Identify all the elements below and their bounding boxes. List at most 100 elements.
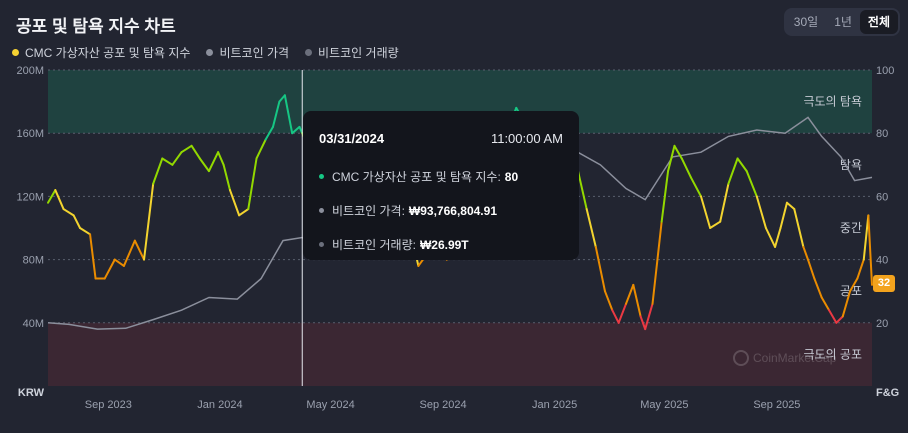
legend-label: CMC 가상자산 공포 및 탐욕 지수 bbox=[25, 46, 191, 60]
legend-item-fear-greed[interactable]: CMC 가상자산 공포 및 탐욕 지수 bbox=[12, 44, 190, 61]
tooltip-value: 80 bbox=[504, 169, 519, 184]
fear-greed-segment bbox=[217, 151, 225, 166]
fear-greed-segment bbox=[47, 189, 57, 204]
fear-greed-segment bbox=[841, 290, 852, 318]
fear-greed-segment bbox=[89, 233, 97, 280]
fear-greed-segment bbox=[222, 163, 231, 192]
x-tick-label: Sep 2023 bbox=[85, 399, 132, 411]
left-tick-label: 160M bbox=[16, 128, 44, 140]
fear-greed-segment bbox=[727, 157, 739, 185]
tooltip-dot bbox=[319, 208, 324, 213]
fear-greed-segment bbox=[190, 144, 201, 160]
right-axis-label: F&G bbox=[876, 387, 899, 399]
fear-greed-segment bbox=[806, 258, 816, 280]
fear-greed-segment bbox=[585, 208, 597, 248]
fear-greed-segment bbox=[103, 258, 116, 280]
legend-dot bbox=[206, 49, 214, 56]
chart-legend: CMC 가상자산 공포 및 탐욕 지수 비트코인 가격 비트코인 거래량 bbox=[12, 44, 399, 61]
fear-greed-segment bbox=[764, 227, 777, 248]
fear-greed-segment bbox=[828, 309, 838, 324]
fear-greed-segment bbox=[207, 151, 220, 173]
time-range-selector: 30일 1년 전체 bbox=[783, 8, 900, 36]
fear-greed-segment bbox=[198, 157, 210, 173]
fear-greed-segment bbox=[54, 189, 65, 211]
fear-greed-segment bbox=[264, 125, 274, 141]
fear-greed-segment bbox=[291, 125, 301, 135]
fear-greed-segment bbox=[62, 208, 75, 217]
fear-greed-segment bbox=[171, 151, 183, 166]
fear-greed-segment bbox=[271, 100, 281, 128]
zone-label: 중간 bbox=[840, 221, 862, 235]
fear-greed-segment bbox=[709, 220, 722, 229]
tooltip-dot bbox=[319, 242, 324, 247]
fear-greed-segment bbox=[161, 157, 174, 166]
fear-greed-segment bbox=[247, 157, 258, 211]
tooltip-row-btc-price: 비트코인 가격: ₩93,766,804.91 bbox=[319, 202, 563, 219]
chart-tooltip: 03/31/2024 11:00:00 AM CMC 가상자산 공포 및 탐욕 … bbox=[303, 111, 579, 260]
legend-item-btc-price[interactable]: 비트코인 가격 bbox=[206, 44, 289, 61]
legend-label: 비트코인 가격 bbox=[219, 46, 290, 60]
x-tick-label: May 2024 bbox=[306, 399, 354, 411]
coinmarketcap-watermark: CoinMarketCap bbox=[733, 350, 836, 366]
range-1y-button[interactable]: 1년 bbox=[834, 15, 852, 29]
fear-greed-segment bbox=[835, 315, 844, 324]
fear-greed-segment bbox=[632, 283, 642, 318]
tooltip-rows: CMC 가상자산 공포 및 탐욕 지수: 80 비트코인 가격: ₩93,766… bbox=[319, 168, 563, 253]
fear-greed-segment bbox=[849, 277, 859, 293]
x-tick-label: Sep 2025 bbox=[753, 399, 800, 411]
fear-greed-segment bbox=[785, 201, 796, 211]
fear-greed-segment bbox=[719, 182, 730, 223]
range-all-button[interactable]: 전체 bbox=[859, 10, 898, 34]
x-tick-label: Jan 2024 bbox=[197, 399, 242, 411]
right-tick-label: 80 bbox=[876, 128, 888, 140]
fear-greed-segment bbox=[673, 144, 683, 160]
legend-label: 비트코인 거래량 bbox=[318, 46, 399, 60]
fear-greed-segment bbox=[79, 227, 92, 236]
right-tick-label: 100 bbox=[876, 65, 894, 77]
left-tick-label: 80M bbox=[23, 255, 44, 267]
tooltip-header: 03/31/2024 11:00:00 AM bbox=[319, 131, 563, 146]
fear-greed-segment bbox=[113, 258, 125, 267]
fear-greed-segment bbox=[603, 290, 614, 312]
tooltip-value: ₩26.99T bbox=[419, 237, 469, 252]
chart-title: 공포 및 탐욕 지수 차트 bbox=[16, 17, 176, 36]
left-tick-label: 200M bbox=[16, 65, 44, 77]
coinmarketcap-logo-icon bbox=[733, 350, 749, 366]
fear-greed-segment bbox=[755, 195, 767, 229]
current-value-badge: 32 bbox=[873, 275, 895, 292]
left-tick-label: 40M bbox=[23, 318, 44, 330]
fear-greed-segment bbox=[867, 214, 873, 286]
fear-greed-segment bbox=[745, 170, 758, 198]
watermark-text: CoinMarketCap bbox=[753, 351, 837, 365]
zone-label: 극도의 탐욕 bbox=[803, 95, 862, 109]
fear-greed-segment bbox=[736, 157, 748, 173]
fear-greed-segment bbox=[180, 144, 193, 154]
x-tick-label: Sep 2024 bbox=[420, 399, 467, 411]
fear-greed-segment bbox=[594, 245, 606, 293]
legend-dot bbox=[305, 49, 313, 56]
zone-label: 극도의 공포 bbox=[803, 347, 862, 361]
tooltip-row-fear-greed: CMC 가상자산 공포 및 탐욕 지수: 80 bbox=[319, 168, 563, 185]
fear-greed-segment bbox=[228, 189, 241, 217]
fear-greed-segment bbox=[699, 195, 712, 229]
tooltip-time: 11:00:00 AM bbox=[490, 131, 563, 146]
left-tick-label: 120M bbox=[16, 191, 44, 203]
tooltip-label: 비트코인 거래량: bbox=[332, 238, 416, 252]
tooltip-label: 비트코인 가격: bbox=[332, 204, 405, 218]
fear-greed-segment bbox=[680, 157, 692, 179]
tooltip-label: CMC 가상자산 공포 및 탐욕 지수: bbox=[332, 170, 501, 184]
x-tick-label: Jan 2025 bbox=[532, 399, 577, 411]
fear-greed-segment bbox=[660, 170, 670, 223]
x-tick-label: May 2025 bbox=[640, 399, 688, 411]
legend-item-btc-volume[interactable]: 비트코인 거래량 bbox=[305, 44, 399, 61]
fear-greed-segment bbox=[774, 227, 782, 248]
fear-greed-segment bbox=[122, 239, 136, 267]
fear-greed-segment bbox=[143, 182, 155, 261]
fear-greed-segment bbox=[278, 94, 286, 103]
fear-greed-segment bbox=[255, 138, 267, 160]
fear-greed-segment bbox=[283, 94, 294, 135]
fear-greed-segment bbox=[856, 258, 865, 280]
left-axis-label: KRW bbox=[18, 387, 45, 399]
fear-greed-segment bbox=[689, 176, 702, 198]
range-30d-button[interactable]: 30일 bbox=[793, 15, 819, 29]
